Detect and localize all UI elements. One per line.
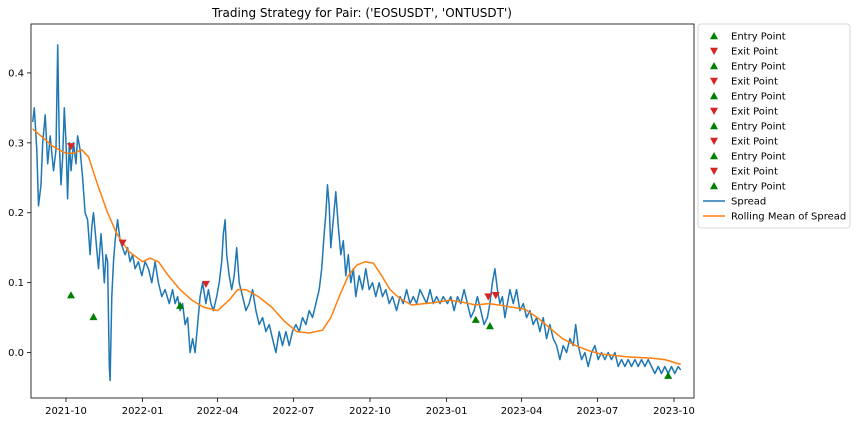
legend-entry-marker — [710, 182, 718, 190]
entry-point-marker — [471, 315, 480, 323]
exit-point-marker — [484, 293, 493, 301]
legend-exit-marker — [710, 47, 718, 55]
exit-point-marker — [201, 280, 210, 289]
y-tick-label: 0.4 — [8, 68, 24, 79]
x-tick-label: 2023-04 — [501, 406, 543, 417]
legend-exit-marker — [710, 137, 718, 145]
x-axis: 2021-10 2022-01 2022-04 2022-07 2022-10 2023-… — [45, 398, 695, 417]
plot-frame — [30, 23, 695, 399]
entry-point-marker — [664, 371, 673, 379]
y-tick-label: 0.3 — [8, 138, 24, 149]
entry-point-marker — [66, 291, 75, 299]
x-tick-label: 2021-10 — [45, 406, 87, 417]
legend-label: Entry Point — [731, 32, 786, 43]
x-tick-label: 2023-10 — [653, 406, 695, 417]
x-tick-label: 2022-07 — [272, 406, 314, 417]
chart-title: Trading Strategy for Pair: ('EOSUSDT', '… — [211, 6, 512, 20]
legend-label: Entry Point — [731, 62, 786, 73]
entry-point-marker — [89, 312, 98, 321]
legend-label: Spread — [731, 197, 766, 208]
legend: Entry Point Exit Point Entry Point Exit Poi… — [697, 23, 851, 229]
legend-entry-marker — [710, 32, 718, 40]
legend-entry-marker — [710, 62, 718, 70]
legend-entry-marker — [710, 92, 718, 100]
legend-exit-marker — [710, 167, 718, 175]
spread-line — [31, 44, 682, 382]
legend-exit-marker — [710, 77, 718, 85]
legend-entry-marker — [710, 152, 718, 160]
legend-label: Rolling Mean of Spread — [731, 212, 846, 223]
entry-point-marker — [485, 321, 494, 330]
y-tick-label: 0.0 — [8, 348, 24, 359]
legend-label: Exit Point — [731, 107, 778, 118]
legend-label: Entry Point — [731, 152, 786, 163]
legend-label: Entry Point — [731, 92, 786, 103]
x-tick-label: 2022-04 — [197, 406, 239, 417]
series-layer — [31, 44, 682, 382]
plot-area — [30, 23, 695, 399]
x-tick-label: 2022-01 — [122, 406, 164, 417]
legend-label: Entry Point — [731, 182, 786, 193]
legend-label: Exit Point — [731, 167, 778, 178]
legend-exit-marker — [710, 107, 718, 115]
y-axis: 0.0 0.1 0.2 0.3 0.4 — [8, 68, 31, 359]
entry-point-marker — [176, 301, 185, 309]
y-tick-label: 0.2 — [8, 208, 24, 219]
x-tick-label: 2023-07 — [576, 406, 618, 417]
legend-label: Exit Point — [731, 77, 778, 88]
legend-label: Exit Point — [731, 47, 778, 58]
exit-point-marker — [118, 239, 127, 247]
legend-label: Entry Point — [731, 122, 786, 133]
y-tick-label: 0.1 — [8, 278, 24, 289]
legend-label: Exit Point — [731, 137, 778, 148]
exit-point-marker — [491, 292, 500, 300]
rolling-mean-line — [32, 128, 681, 366]
legend-entry-marker — [710, 122, 718, 130]
marker-layer — [66, 143, 673, 379]
x-tick-label: 2023-01 — [426, 406, 468, 417]
exit-point-marker — [66, 143, 75, 151]
legend-frame — [697, 23, 851, 229]
x-tick-label: 2022-10 — [349, 406, 391, 417]
